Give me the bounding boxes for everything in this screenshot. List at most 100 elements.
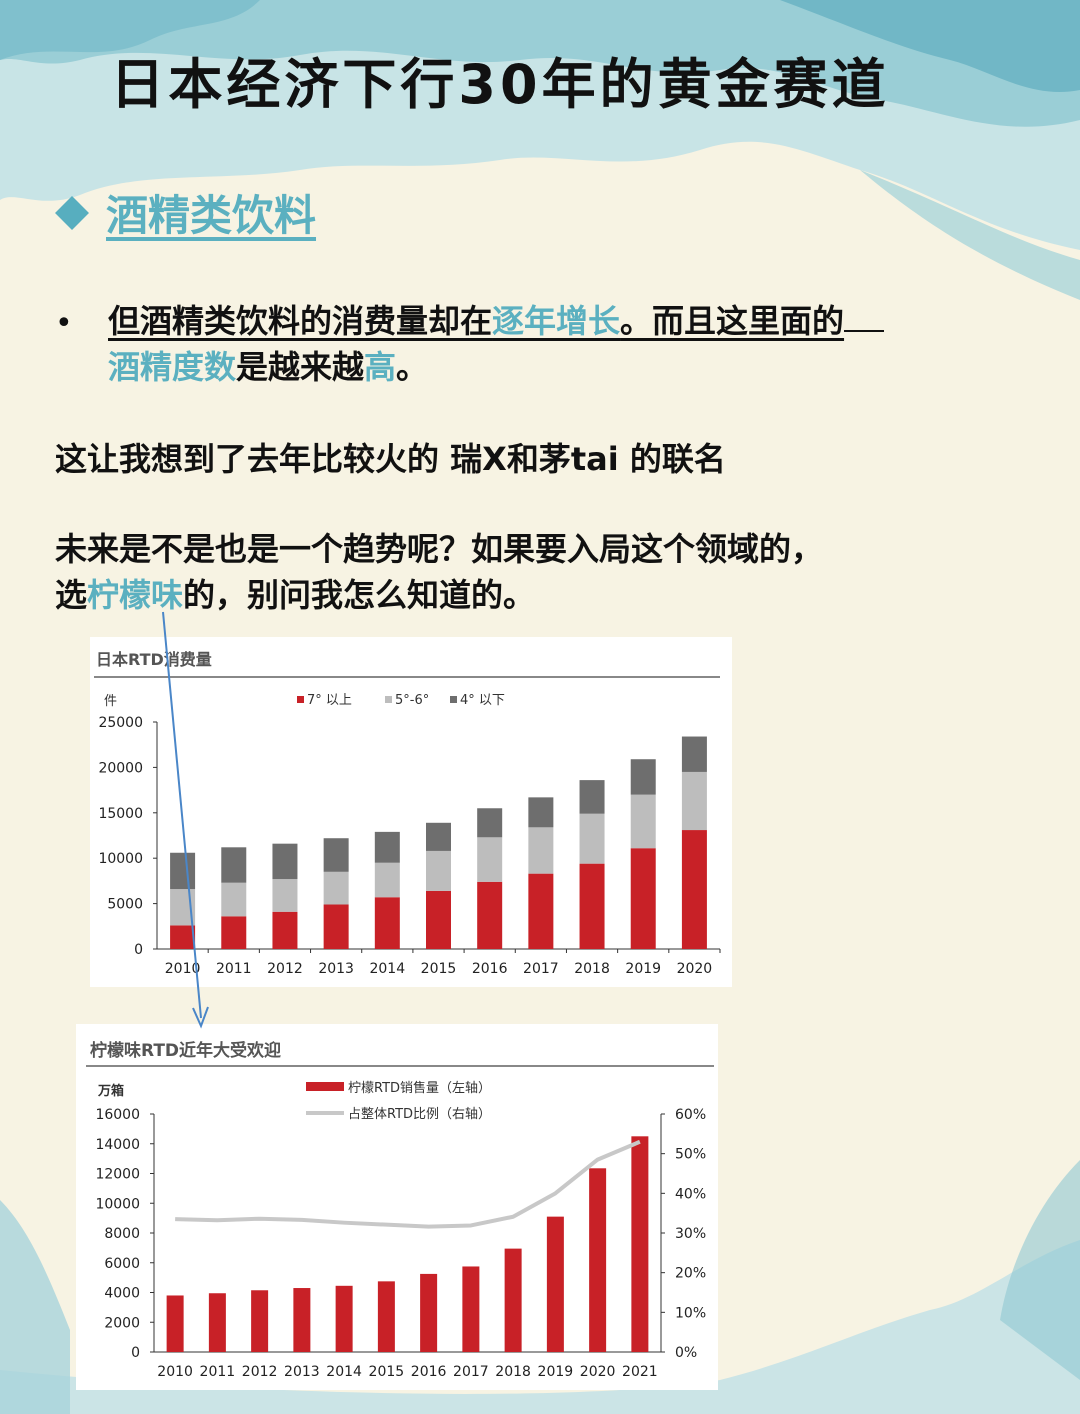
chart1-x-tick-label: 2010 <box>165 961 201 977</box>
chart1-bar-segment <box>477 837 503 882</box>
chart1-bar-segment <box>630 848 656 949</box>
chart1-y-tick-label: 0 <box>134 942 143 958</box>
chart2-x-tick-label: 2010 <box>157 1364 193 1380</box>
chart2-x-tick-label: 2015 <box>369 1364 405 1380</box>
chart1-bar-segment <box>579 863 605 949</box>
chart2-y-tick-label-left: 4000 <box>104 1286 140 1302</box>
chart1-ylabel: 件 <box>104 694 117 709</box>
chart1-y-tick-label: 5000 <box>107 897 143 913</box>
para1-f: 高 <box>364 348 397 386</box>
chart2-x-tick-label: 2016 <box>411 1364 447 1380</box>
chart1-bar-segment <box>272 911 298 949</box>
chart1-y-tick-label: 15000 <box>98 806 143 822</box>
chart1-y-tick-label: 20000 <box>98 760 143 776</box>
chart2-bar <box>377 1281 395 1352</box>
chart1-bar-segment <box>579 813 605 864</box>
chart2-bar <box>335 1285 353 1352</box>
chart1-bar-segment <box>323 871 349 905</box>
chart2-bar <box>208 1293 226 1352</box>
chart1-x-tick-label: 2017 <box>523 961 559 977</box>
chart1-bar-segment <box>528 797 554 828</box>
chart2-x-tick-label: 2021 <box>622 1364 658 1380</box>
chart2-bar <box>293 1288 311 1352</box>
chart2-x-tick-label: 2017 <box>453 1364 489 1380</box>
section-title: 酒精类饮料 <box>106 191 317 240</box>
chart2-x-tick-label: 2019 <box>538 1364 574 1380</box>
chart2-legend-label-line: 占整体RTD比例（右轴） <box>348 1107 491 1122</box>
chart2-y-tick-label-right: 50% <box>675 1147 706 1163</box>
paragraph-2: 这让我想到了去年比较火的 瑞X和茅tai 的联名 <box>55 440 726 478</box>
chart2-x-tick-label: 2011 <box>200 1364 236 1380</box>
chart1-bar-segment <box>528 873 554 949</box>
chart2-y-tick-label-right: 60% <box>675 1107 706 1123</box>
para3-a: 未来是不是也是一个趋势呢？如果要入局这个领域的， <box>55 530 824 568</box>
chart1-legend-swatch <box>385 696 392 703</box>
chart2-y-tick-label-left: 16000 <box>95 1107 140 1123</box>
para3-d: 的，别问我怎么知道的。 <box>183 576 536 614</box>
chart1-legend-label: 5°-6° <box>395 693 429 708</box>
para3-b: 选 <box>55 576 88 614</box>
chart2-x-tick-label: 2012 <box>242 1364 278 1380</box>
underline-gap <box>844 300 885 332</box>
chart2-x-tick-label: 2014 <box>326 1364 362 1380</box>
chart2-y-tick-label-left: 12000 <box>95 1167 140 1183</box>
chart1-x-tick-label: 2013 <box>318 961 354 977</box>
chart2-share-line <box>175 1139 641 1229</box>
chart2-bar <box>504 1248 522 1352</box>
chart2-x-tick-label: 2013 <box>284 1364 320 1380</box>
para1-e: 是越来越 <box>236 348 365 386</box>
chart2-y-tick-label-left: 14000 <box>95 1137 140 1153</box>
chart1-bar-segment <box>630 794 656 849</box>
chart1-bar-segment <box>221 882 247 917</box>
chart2-bar <box>420 1273 438 1352</box>
chart2-legend-label-bar: 柠檬RTD销售量（左轴） <box>348 1080 491 1096</box>
chart2-y-tick-label-left: 0 <box>131 1345 140 1361</box>
chart1-legend-label: 7° 以上 <box>307 693 352 708</box>
para1-a: 但酒精类饮料的消费量却在 <box>108 302 493 340</box>
chart2-y-tick-label-right: 30% <box>675 1226 706 1242</box>
chart1-bar-segment <box>426 890 451 949</box>
chart1-bar-segment <box>681 736 707 772</box>
chart1-bar-segment <box>272 879 298 912</box>
para1-g: 。 <box>396 348 429 386</box>
chart2-x-tick-label: 2020 <box>580 1364 616 1380</box>
para1-underlined: 但酒精类饮料的消费量却在逐年增长。而且这里面的 <box>108 302 844 340</box>
paragraph-3: 未来是不是也是一个趋势呢？如果要入局这个领域的， 选柠檬味的，别问我怎么知道的。 <box>55 526 1015 618</box>
chart1-bar-segment <box>426 822 451 851</box>
chart1-legend-label: 4° 以下 <box>460 693 505 708</box>
chart1-bar-segment <box>170 852 196 890</box>
chart2-bar <box>251 1290 269 1352</box>
chart2-bar <box>546 1216 564 1352</box>
chart-lemon-rtd: 柠檬味RTD近年大受欢迎 万箱 柠檬RTD销售量（左轴） 占整体RTD比例（右轴） 0 2… <box>76 1024 718 1390</box>
chart2-bar <box>166 1295 184 1352</box>
chart2-bar <box>589 1168 607 1352</box>
chart1-x-tick-label: 2019 <box>625 961 661 977</box>
chart2-y-tick-label-right: 20% <box>675 1266 706 1282</box>
chart2-y-tick-label-right: 10% <box>675 1305 706 1321</box>
chart2-ylabel-left: 万箱 <box>97 1083 124 1099</box>
chart2-bar <box>631 1136 649 1352</box>
page-title: 日本经济下行30年的黄金赛道 <box>110 53 890 116</box>
chart1-bar-segment <box>630 759 656 795</box>
chart1-bar-segment <box>477 881 503 949</box>
chart2-bar <box>462 1266 480 1352</box>
chart1-x-tick-label: 2014 <box>369 961 405 977</box>
chart1-title: 日本RTD消费量 <box>96 650 212 669</box>
chart1-x-tick-label: 2020 <box>677 961 713 977</box>
chart1-bar-segment <box>221 847 247 883</box>
chart1-bar-segment <box>374 831 400 863</box>
chart1-bar-segment <box>170 925 196 949</box>
paragraph-1: 但酒精类饮料的消费量却在逐年增长。而且这里面的 酒精度数是越来越高。 <box>108 298 1028 390</box>
chart2-x-tick-label: 2018 <box>495 1364 531 1380</box>
para3-c: 柠檬味 <box>87 576 184 614</box>
chart2-y-tick-label-right: 0% <box>675 1345 697 1361</box>
para1-c: 。而且这里面的 <box>620 302 845 340</box>
chart1-bar-segment <box>477 808 503 838</box>
chart1-y-tick-label: 10000 <box>98 851 143 867</box>
chart2-y-tick-label-left: 2000 <box>104 1315 140 1331</box>
chart1-legend-swatch <box>297 696 304 703</box>
chart1-x-tick-label: 2015 <box>421 961 457 977</box>
